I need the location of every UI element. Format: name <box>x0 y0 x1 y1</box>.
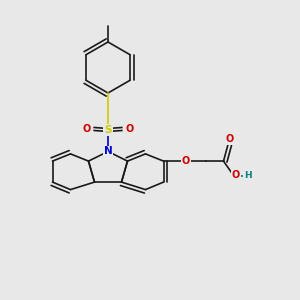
Text: N: N <box>103 146 112 157</box>
Text: O: O <box>225 134 234 144</box>
Text: H: H <box>244 171 251 180</box>
Text: O: O <box>82 124 91 134</box>
Text: O: O <box>182 156 190 166</box>
Text: O: O <box>232 170 240 181</box>
Text: O: O <box>125 124 134 134</box>
Text: S: S <box>104 125 112 135</box>
